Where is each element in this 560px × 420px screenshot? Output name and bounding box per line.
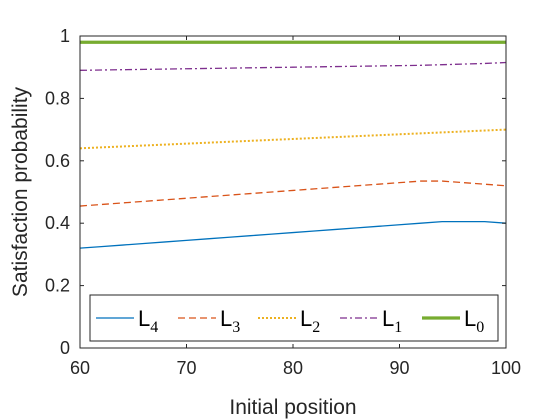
axis-ticks bbox=[79, 35, 507, 349]
y-tick-label: 1 bbox=[60, 26, 70, 46]
x-tick-labels: 60 70 80 90 100 bbox=[70, 358, 521, 378]
y-tick-labels: 0 0.2 0.4 0.6 0.8 1 bbox=[45, 26, 70, 358]
x-tick-label: 80 bbox=[283, 358, 303, 378]
x-tick-label: 100 bbox=[491, 358, 521, 378]
series-line-L1 bbox=[79, 61, 507, 71]
series-line-L2 bbox=[79, 128, 507, 150]
x-axis-title: Initial position bbox=[229, 396, 356, 419]
legend: L4 L3 L2 L1 L0 bbox=[89, 294, 499, 342]
y-tick-label: 0.4 bbox=[45, 213, 70, 233]
x-tick-label: 70 bbox=[176, 358, 196, 378]
x-tick-label: 90 bbox=[389, 358, 409, 378]
y-tick-label: 0 bbox=[60, 338, 70, 358]
series-line-L3 bbox=[79, 180, 507, 207]
y-tick-label: 0.2 bbox=[45, 276, 70, 296]
series-line-L4 bbox=[79, 220, 507, 249]
x-tick-label: 60 bbox=[70, 358, 90, 378]
y-axis-title: Satisfaction probability bbox=[9, 86, 32, 297]
y-tick-label: 0.6 bbox=[45, 151, 70, 171]
y-tick-label: 0.8 bbox=[45, 88, 70, 108]
series-layer bbox=[79, 40, 507, 249]
